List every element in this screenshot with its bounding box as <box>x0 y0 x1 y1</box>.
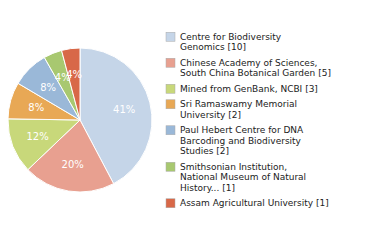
data-label: 4% <box>66 69 82 80</box>
legend-item: Sri Ramaswamy MemorialUniversity [2] <box>166 99 297 120</box>
legend-label: Mined from GenBank, NCBI [3] <box>180 84 318 94</box>
legend-swatch <box>166 32 175 41</box>
data-labels: 41%20%12%8%8%4%4% <box>26 69 135 170</box>
legend-label: Centre for BiodiversityGenomics [10] <box>180 32 282 53</box>
data-label: 12% <box>26 131 48 142</box>
legend: Centre for BiodiversityGenomics [10] Chin… <box>166 32 331 209</box>
legend-label: Assam Agricultural University [1] <box>180 198 329 208</box>
data-label: 8% <box>40 82 56 93</box>
legend-swatch <box>166 199 175 208</box>
legend-swatch <box>166 84 175 93</box>
legend-item: Assam Agricultural University [1] <box>166 198 329 208</box>
data-label: 41% <box>113 104 135 115</box>
legend-label: Sri Ramaswamy MemorialUniversity [2] <box>180 99 297 120</box>
legend-swatch <box>166 100 175 109</box>
legend-label: Paul Hebert Centre for DNABarcoding and … <box>180 125 304 156</box>
data-label: 8% <box>28 102 44 113</box>
legend-item: Paul Hebert Centre for DNABarcoding and … <box>166 125 304 156</box>
legend-item: Centre for BiodiversityGenomics [10] <box>166 32 282 53</box>
legend-item: Chinese Academy of Sciences,South China … <box>166 58 331 79</box>
legend-label: Smithsonian Institution,National Museum … <box>180 162 306 193</box>
pie-slice <box>62 48 80 120</box>
legend-item: Mined from GenBank, NCBI [3] <box>166 84 318 94</box>
legend-swatch <box>166 126 175 135</box>
chart: 41%20%12%8%8%4%4%Centre for Biodiversity… <box>0 0 380 240</box>
legend-swatch <box>166 162 175 171</box>
pie <box>8 48 152 192</box>
data-label: 20% <box>62 159 84 170</box>
legend-item: Smithsonian Institution,National Museum … <box>166 162 306 193</box>
legend-label: Chinese Academy of Sciences,South China … <box>180 58 331 79</box>
legend-swatch <box>166 58 175 67</box>
